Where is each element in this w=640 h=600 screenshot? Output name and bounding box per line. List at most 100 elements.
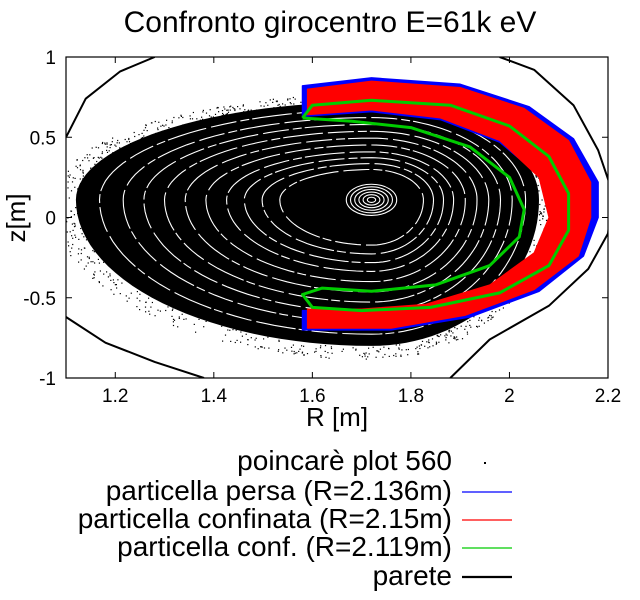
poincare-point	[181, 313, 183, 315]
poincare-point	[166, 119, 168, 121]
poincare-point	[133, 131, 135, 134]
poincare-point	[58, 192, 59, 193]
poincare-point	[250, 337, 252, 339]
poincare-point	[212, 116, 214, 118]
poincare-point	[229, 106, 231, 108]
poincare-point	[269, 99, 271, 101]
series-particella-conf	[301, 98, 571, 313]
poincare-point	[69, 251, 71, 253]
poincare-point	[119, 293, 121, 295]
poincare-point	[405, 349, 407, 351]
poincare-point	[63, 225, 64, 226]
poincare-point	[361, 356, 363, 358]
poincare-point	[157, 127, 159, 129]
poincare-point	[205, 112, 208, 114]
poincare-point	[83, 268, 85, 270]
poincare-point	[128, 138, 130, 141]
poincare-point	[71, 223, 73, 225]
poincare-point	[144, 306, 147, 308]
poincare-point	[148, 310, 150, 312]
poincare-point	[140, 137, 142, 139]
series-parete-segment-3	[66, 316, 205, 378]
poincare-point	[62, 175, 63, 176]
poincare-point	[364, 353, 366, 355]
poincare-point	[342, 348, 344, 350]
poincare-point	[172, 321, 174, 323]
poincare-point	[421, 340, 424, 342]
y-tick-label: -1	[39, 369, 56, 390]
poincare-point	[79, 178, 81, 180]
poincare-point	[254, 339, 256, 341]
poincare-point	[545, 219, 548, 221]
poincare-point	[112, 137, 114, 139]
poincare-point	[146, 130, 148, 132]
poincare-point	[62, 217, 63, 218]
poincare-point	[80, 252, 82, 255]
poincare-point	[301, 345, 303, 347]
poincare-point	[454, 327, 456, 329]
poincare-point	[165, 309, 167, 312]
poincare-point	[245, 333, 247, 335]
poincare-point	[230, 105, 232, 107]
poincare-point	[240, 331, 242, 333]
poincare-point	[67, 187, 69, 189]
poincare-point	[417, 351, 419, 353]
poincare-point	[168, 127, 170, 129]
poincare-point	[216, 107, 218, 109]
poincare-point	[87, 157, 89, 159]
poincare-point	[76, 167, 79, 169]
poincare-point	[241, 335, 243, 337]
poincare-point	[144, 127, 147, 129]
poincare-point	[490, 315, 492, 317]
poincare-point	[229, 329, 231, 331]
poincare-point	[73, 214, 75, 216]
poincare-point	[224, 334, 227, 336]
poincare-ring-gap	[261, 163, 435, 255]
poincare-point	[247, 339, 249, 341]
poincare-point	[93, 157, 95, 159]
poincare-point	[97, 156, 99, 158]
poincare-point	[202, 118, 204, 120]
poincare-point	[95, 146, 97, 148]
poincare-point	[481, 320, 483, 322]
poincare-point	[145, 311, 147, 313]
poincare-point	[86, 256, 89, 258]
poincare-point	[222, 340, 224, 342]
poincare-point	[469, 319, 471, 321]
poincare-point	[72, 243, 74, 246]
poincare-point	[143, 135, 145, 137]
poincare-point	[115, 284, 117, 286]
poincare-point	[293, 103, 295, 105]
poincare-point	[106, 149, 108, 151]
poincare-axis-ring	[349, 186, 394, 214]
poincare-point	[86, 154, 88, 156]
poincare-point	[97, 258, 99, 260]
poincare-point	[234, 341, 236, 344]
poincare-point	[328, 357, 330, 359]
poincare-point	[225, 113, 227, 116]
poincare-point	[492, 316, 494, 318]
y-tick-label: -0.5	[23, 289, 56, 310]
poincare-point	[74, 234, 76, 236]
poincare-point	[98, 262, 100, 264]
poincare-point	[136, 297, 138, 299]
poincare-point	[284, 104, 286, 106]
poincare-point	[66, 231, 68, 233]
y-tick-label: 1	[45, 48, 56, 69]
poincare-point	[278, 339, 280, 341]
poincare-point	[261, 346, 263, 348]
poincare-ring-gap	[184, 137, 478, 293]
poincare-point	[189, 115, 191, 117]
poincare-point	[217, 107, 219, 109]
poincare-ring-gap	[163, 130, 490, 303]
poincare-point	[419, 347, 421, 350]
poincare-point	[541, 213, 543, 215]
poincare-point	[363, 352, 365, 354]
poincare-point	[178, 317, 180, 319]
poincare-point	[365, 358, 367, 360]
poincare-point	[163, 125, 165, 127]
poincare-point	[75, 207, 77, 209]
poincare-point	[260, 346, 262, 348]
x-tick-label: 1.2	[102, 386, 128, 407]
poincare-point	[395, 355, 397, 357]
